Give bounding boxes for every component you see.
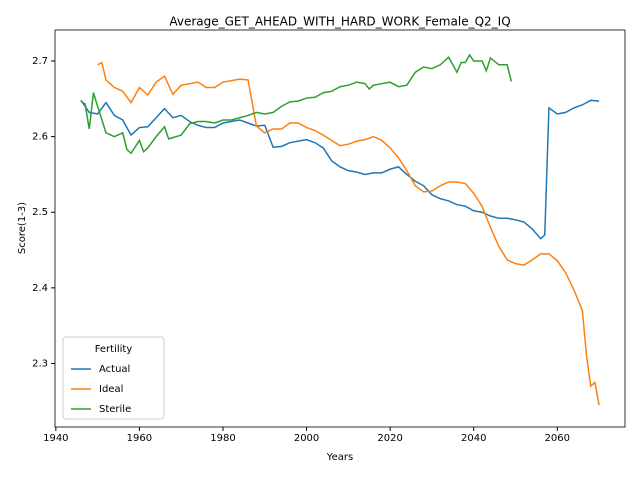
y-tick-label: 2.6 xyxy=(32,132,48,143)
y-tick-label: 2.7 xyxy=(32,56,48,67)
x-tick-label: 2020 xyxy=(377,433,402,444)
legend-box xyxy=(62,336,165,420)
x-tick-label: 2060 xyxy=(545,433,570,444)
x-axis-label: Years xyxy=(326,452,353,463)
x-tick-label: 1960 xyxy=(127,433,152,444)
x-tick-label: 2040 xyxy=(461,433,486,444)
y-tick-label: 2.3 xyxy=(32,358,48,369)
line xyxy=(80,53,513,155)
plot-frame xyxy=(54,29,626,428)
y-tick-label: 2.5 xyxy=(32,207,48,218)
x-tick-label: 1980 xyxy=(210,433,235,444)
y-axis-label: Score(1-3) xyxy=(17,202,28,254)
x-tick-label: 1940 xyxy=(43,433,68,444)
legend-label: Actual xyxy=(99,364,130,375)
legend-title: Fertility xyxy=(95,344,133,355)
chart-title: Average_GET_AHEAD_WITH_HARD_WORK_Female_… xyxy=(169,15,510,29)
legend-label: Sterile xyxy=(99,404,131,415)
line xyxy=(80,99,600,240)
legend-label: Ideal xyxy=(99,384,123,395)
x-tick-label: 2000 xyxy=(294,433,319,444)
y-tick-label: 2.4 xyxy=(32,283,48,294)
line xyxy=(97,61,600,406)
